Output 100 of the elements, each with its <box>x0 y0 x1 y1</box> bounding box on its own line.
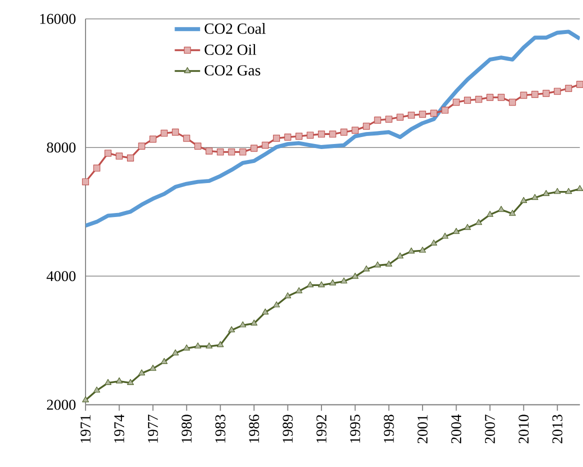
point <box>542 90 550 97</box>
point <box>172 128 179 136</box>
point <box>172 349 179 356</box>
point <box>419 110 426 118</box>
legend-label: CO2 Gas <box>204 64 260 76</box>
point <box>486 210 494 217</box>
point <box>160 130 168 136</box>
point <box>475 96 482 103</box>
point <box>486 94 494 101</box>
point <box>442 106 448 114</box>
point <box>284 133 292 140</box>
point <box>329 279 336 286</box>
point <box>306 281 314 288</box>
point <box>262 142 269 148</box>
point <box>509 210 516 216</box>
point <box>149 135 156 142</box>
point <box>273 134 280 142</box>
point <box>127 154 134 162</box>
point <box>554 188 561 194</box>
point <box>138 142 146 150</box>
x-tick-label: 1974 <box>114 414 124 442</box>
point <box>116 377 123 384</box>
point <box>452 228 460 234</box>
point <box>340 277 348 284</box>
point <box>206 147 213 154</box>
x-tick-label: 1977 <box>148 414 158 442</box>
y-tick-label: 8000 <box>46 142 76 152</box>
point <box>542 190 550 196</box>
legend-label: CO2 Coal <box>204 22 266 34</box>
point <box>565 188 572 194</box>
point <box>508 98 516 106</box>
point <box>385 260 392 266</box>
point <box>430 110 438 117</box>
x-tick-label: 1995 <box>350 414 360 442</box>
point <box>396 252 404 258</box>
point <box>498 206 505 212</box>
point <box>104 378 112 385</box>
x-tick-label: 2013 <box>552 414 562 444</box>
point <box>475 218 482 225</box>
point <box>296 132 302 140</box>
point <box>520 92 528 99</box>
x-tick-label: 2004 <box>451 414 462 444</box>
point <box>374 116 382 124</box>
x-tick-label: 2001 <box>418 414 428 444</box>
x-tick-label: 1998 <box>384 414 394 442</box>
point <box>138 369 146 376</box>
point <box>273 301 280 308</box>
point <box>296 287 302 293</box>
point <box>318 281 325 288</box>
y-tick-label: 4000 <box>46 270 76 281</box>
point <box>374 261 382 268</box>
point <box>116 152 123 160</box>
x-tick-label: 1989 <box>282 414 293 442</box>
point <box>430 239 438 246</box>
point <box>340 128 348 136</box>
point <box>442 232 448 238</box>
point <box>216 340 224 347</box>
point <box>250 319 258 326</box>
point <box>531 90 538 98</box>
point <box>419 246 426 252</box>
x-tick-label: 1992 <box>316 414 326 442</box>
point <box>464 224 471 230</box>
point <box>306 131 314 138</box>
point <box>520 196 528 203</box>
point <box>93 164 100 172</box>
point <box>194 142 202 150</box>
point <box>408 112 415 118</box>
point <box>250 144 258 152</box>
point <box>363 265 370 272</box>
point <box>150 364 156 370</box>
point <box>160 358 168 364</box>
legend-label: CO2 Oil <box>204 44 256 55</box>
point <box>194 342 202 348</box>
point <box>554 88 561 95</box>
point <box>565 84 572 92</box>
point <box>352 126 359 134</box>
point <box>228 148 236 156</box>
point <box>329 130 336 138</box>
point <box>284 292 292 298</box>
point <box>362 122 370 130</box>
point <box>464 96 471 104</box>
point <box>239 148 246 156</box>
x-tick-label: 2010 <box>518 414 529 444</box>
y-tick-label: 16000 <box>40 14 76 24</box>
point <box>396 113 404 120</box>
point <box>216 148 224 156</box>
point <box>262 308 269 314</box>
point <box>183 134 190 142</box>
point <box>532 194 538 200</box>
point <box>239 321 246 328</box>
x-tick-label: 1971 <box>80 414 91 442</box>
point <box>452 98 460 106</box>
x-tick-label: 1980 <box>182 414 192 442</box>
point <box>228 326 235 332</box>
x-tick-label: 1986 <box>249 414 260 442</box>
point <box>82 178 90 186</box>
y-tick-label: 2000 <box>47 400 76 410</box>
point <box>104 149 112 156</box>
point <box>576 80 583 88</box>
x-tick-label: 1983 <box>215 414 226 442</box>
